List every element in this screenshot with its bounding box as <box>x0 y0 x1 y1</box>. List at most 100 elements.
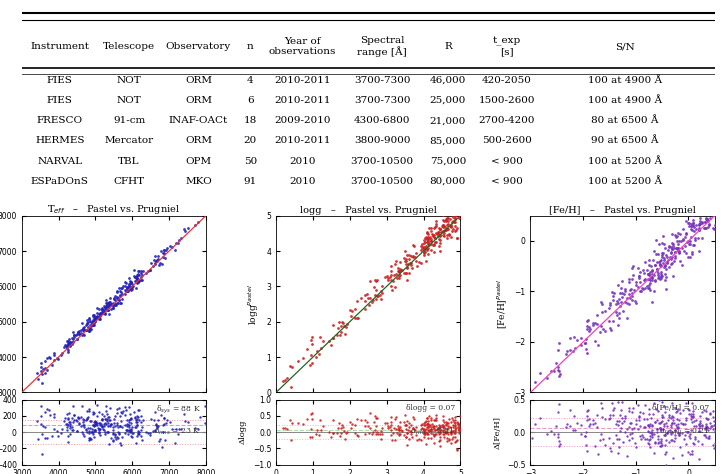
Point <box>659 431 671 439</box>
Point <box>423 235 435 243</box>
Point <box>113 284 125 292</box>
Point <box>605 326 617 333</box>
Point <box>335 322 347 329</box>
Point <box>125 415 136 423</box>
Point <box>638 415 650 423</box>
Point <box>685 233 697 241</box>
Point <box>437 223 448 231</box>
Point <box>369 276 380 284</box>
Point <box>699 431 710 439</box>
Point <box>686 413 697 421</box>
Point <box>451 437 463 444</box>
Point <box>104 404 116 412</box>
Point <box>105 299 116 306</box>
Point <box>423 422 435 429</box>
Point <box>612 281 624 289</box>
Point <box>656 441 668 448</box>
Point <box>684 430 696 438</box>
Point <box>126 281 138 288</box>
Point <box>594 437 606 444</box>
Point <box>60 343 71 350</box>
Point <box>681 417 692 424</box>
Point <box>199 209 211 216</box>
Point <box>123 404 135 411</box>
Point <box>644 268 656 275</box>
Point <box>90 318 101 325</box>
Text: NOT: NOT <box>117 96 142 105</box>
Point <box>703 223 714 230</box>
Point <box>366 299 378 306</box>
Point <box>140 269 152 277</box>
Point <box>149 257 161 264</box>
Point <box>94 314 105 321</box>
Point <box>422 423 434 430</box>
Point <box>73 330 84 337</box>
Point <box>638 423 649 430</box>
Point <box>445 234 456 241</box>
Point <box>424 233 435 241</box>
Point <box>425 434 437 441</box>
Point <box>418 249 430 257</box>
Point <box>333 424 344 432</box>
Point <box>705 410 716 417</box>
Point <box>666 419 678 427</box>
Point <box>534 415 545 422</box>
Point <box>656 269 667 276</box>
Point <box>370 286 382 293</box>
Point <box>663 246 674 254</box>
Point <box>660 265 671 273</box>
Point <box>157 249 169 257</box>
Point <box>83 437 95 444</box>
Point <box>571 337 583 344</box>
Point <box>61 343 72 351</box>
Point <box>124 428 136 436</box>
Point <box>443 230 454 238</box>
Point <box>108 426 119 434</box>
Point <box>702 426 713 434</box>
Point <box>639 401 651 409</box>
Point <box>703 208 714 215</box>
Point <box>613 321 625 328</box>
Point <box>667 240 679 248</box>
Point <box>120 407 131 414</box>
Point <box>430 416 442 424</box>
Point <box>686 227 697 234</box>
Point <box>35 359 47 366</box>
Point <box>78 416 90 423</box>
Point <box>152 257 163 265</box>
Point <box>121 287 132 295</box>
Point <box>658 256 669 264</box>
Point <box>687 410 699 418</box>
Point <box>133 270 144 278</box>
Point <box>87 317 99 325</box>
Point <box>643 405 655 412</box>
Point <box>89 420 100 428</box>
Point <box>672 244 684 251</box>
Point <box>658 426 669 433</box>
Point <box>112 409 123 417</box>
Point <box>445 440 456 447</box>
Point <box>628 286 640 293</box>
Point <box>433 224 445 232</box>
Point <box>685 410 697 418</box>
Point <box>440 223 451 231</box>
Point <box>422 246 433 254</box>
Point <box>388 271 400 278</box>
Point <box>651 428 663 436</box>
Point <box>119 430 131 438</box>
Point <box>430 417 441 424</box>
Point <box>90 314 102 321</box>
Point <box>102 428 113 436</box>
Point <box>102 302 113 310</box>
Point <box>613 450 625 457</box>
Point <box>438 430 449 438</box>
Point <box>422 420 433 428</box>
Point <box>654 262 666 269</box>
Point <box>445 223 457 230</box>
Point <box>596 301 608 308</box>
Point <box>393 274 404 282</box>
Title: [Fe/H]   –   Pastel vs. Prugniel: [Fe/H] – Pastel vs. Prugniel <box>549 206 696 215</box>
Point <box>123 421 134 429</box>
Point <box>662 428 674 436</box>
Point <box>653 438 665 446</box>
